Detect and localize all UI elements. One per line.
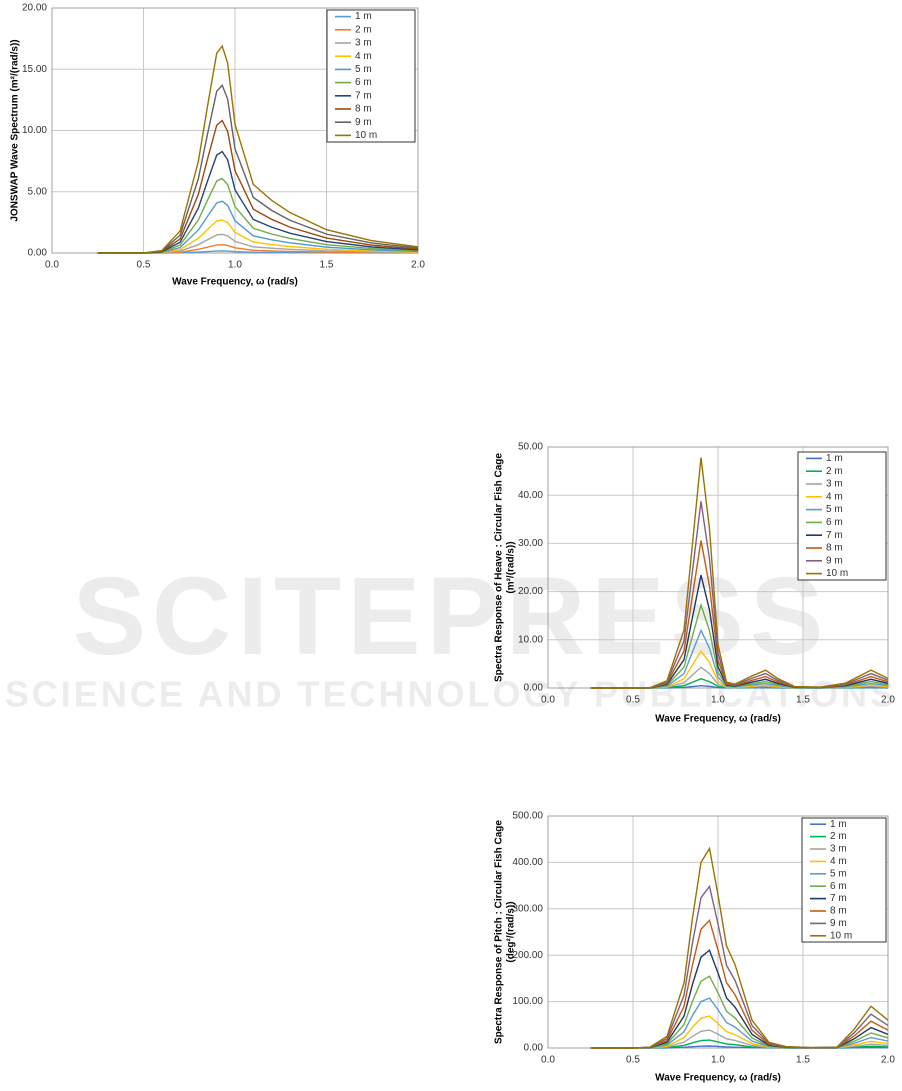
y-tick-label: 10.00 [518, 634, 543, 645]
legend-label: 10 m [826, 568, 848, 579]
legend-label: 6 m [826, 517, 843, 528]
series-line [97, 233, 419, 254]
y-tick-label: 20.00 [22, 3, 47, 14]
y-tick-label: 100.00 [512, 996, 543, 1007]
y-tick-label: 500.00 [512, 811, 543, 822]
x-tick-label: 0.5 [626, 695, 640, 706]
legend-label: 3 m [830, 844, 847, 855]
x-axis-label: Wave Frequency, ω (rad/s) [655, 714, 781, 725]
x-axis-label: Wave Frequency, ω (rad/s) [655, 1073, 781, 1084]
legend-label: 7 m [830, 893, 847, 904]
legend-label: 3 m [355, 38, 372, 49]
x-tick-label: 1.5 [796, 1055, 810, 1066]
y-tick-label: 40.00 [518, 490, 543, 501]
x-tick-label: 0.0 [541, 1055, 555, 1066]
y-tick-label: 200.00 [512, 950, 543, 961]
legend-label: 5 m [355, 64, 372, 75]
legend-box [797, 451, 887, 581]
y-tick-label: 0.00 [28, 248, 48, 259]
x-tick-label: 1.5 [796, 695, 810, 706]
legend-label: 5 m [826, 504, 843, 515]
x-tick-label: 2.0 [881, 1055, 895, 1066]
legend-label: 1 m [355, 11, 372, 22]
series-line [590, 846, 889, 1049]
legend-label: 8 m [826, 543, 843, 554]
y-tick-label: 0.00 [524, 1043, 544, 1054]
legend-label: 3 m [826, 479, 843, 490]
y-tick-label: 300.00 [512, 903, 543, 914]
legend-label: 2 m [830, 831, 847, 842]
series-line [97, 44, 419, 254]
series-line [97, 219, 419, 254]
legend-label: 9 m [830, 918, 847, 929]
legend-label: 5 m [830, 868, 847, 879]
legend-label: 10 m [830, 930, 852, 941]
legend-label: 4 m [826, 491, 843, 502]
x-tick-label: 1.0 [711, 695, 725, 706]
legend-label: 6 m [355, 77, 372, 88]
y-axis-label: Spectra Response of Pitch : Circular Fis… [494, 820, 505, 1044]
x-tick-label: 0.0 [541, 695, 555, 706]
legend-label: 8 m [830, 906, 847, 917]
series-line [97, 177, 419, 254]
x-tick-label: 2.0 [411, 260, 425, 271]
y-axis-label: Spectra Response of Heave : Circular Fis… [494, 453, 505, 682]
legend-label: 8 m [355, 104, 372, 115]
legend-label: 7 m [826, 530, 843, 541]
legend-box [326, 9, 416, 143]
legend-label: 1 m [830, 819, 847, 830]
x-tick-label: 1.5 [320, 260, 334, 271]
y-tick-label: 20.00 [518, 586, 543, 597]
x-tick-label: 0.5 [626, 1055, 640, 1066]
legend-label: 2 m [355, 24, 372, 35]
y-tick-label: 15.00 [22, 64, 47, 75]
y-tick-label: 50.00 [518, 442, 543, 453]
x-tick-label: 1.0 [228, 260, 242, 271]
legend-label: 2 m [826, 466, 843, 477]
y-axis-label: (deg²/(rad/s)) [506, 901, 517, 962]
y-tick-label: 10.00 [22, 125, 47, 136]
legend-label: 9 m [826, 555, 843, 566]
plot-frame [547, 815, 889, 1049]
x-tick-label: 0.0 [45, 260, 59, 271]
y-tick-label: 0.00 [524, 683, 544, 694]
x-tick-label: 1.0 [711, 1055, 725, 1066]
series-line [590, 949, 889, 1049]
x-axis-label: Wave Frequency, ω (rad/s) [172, 277, 298, 288]
plot-frame [51, 7, 419, 254]
series-line [97, 84, 419, 254]
series-line [590, 457, 889, 689]
legend-label: 7 m [355, 90, 372, 101]
legend-label: 1 m [826, 453, 843, 464]
legend-label: 6 m [830, 881, 847, 892]
series-line [97, 119, 419, 254]
y-tick-label: 5.00 [28, 186, 48, 197]
legend-label: 9 m [355, 117, 372, 128]
x-tick-label: 0.5 [137, 260, 151, 271]
x-tick-label: 2.0 [881, 695, 895, 706]
y-tick-label: 30.00 [518, 538, 543, 549]
legend-label: 10 m [355, 130, 377, 141]
series-line [97, 150, 419, 254]
y-axis-label: (m²/(rad/s)) [506, 541, 517, 593]
legend-box [801, 817, 887, 943]
series-line [97, 200, 419, 254]
legend-label: 4 m [355, 51, 372, 62]
y-tick-label: 400.00 [512, 857, 543, 868]
y-axis-label: JONSWAP Wave Spectrum (m²/(rad/s)) [10, 39, 21, 221]
legend-label: 4 m [830, 856, 847, 867]
